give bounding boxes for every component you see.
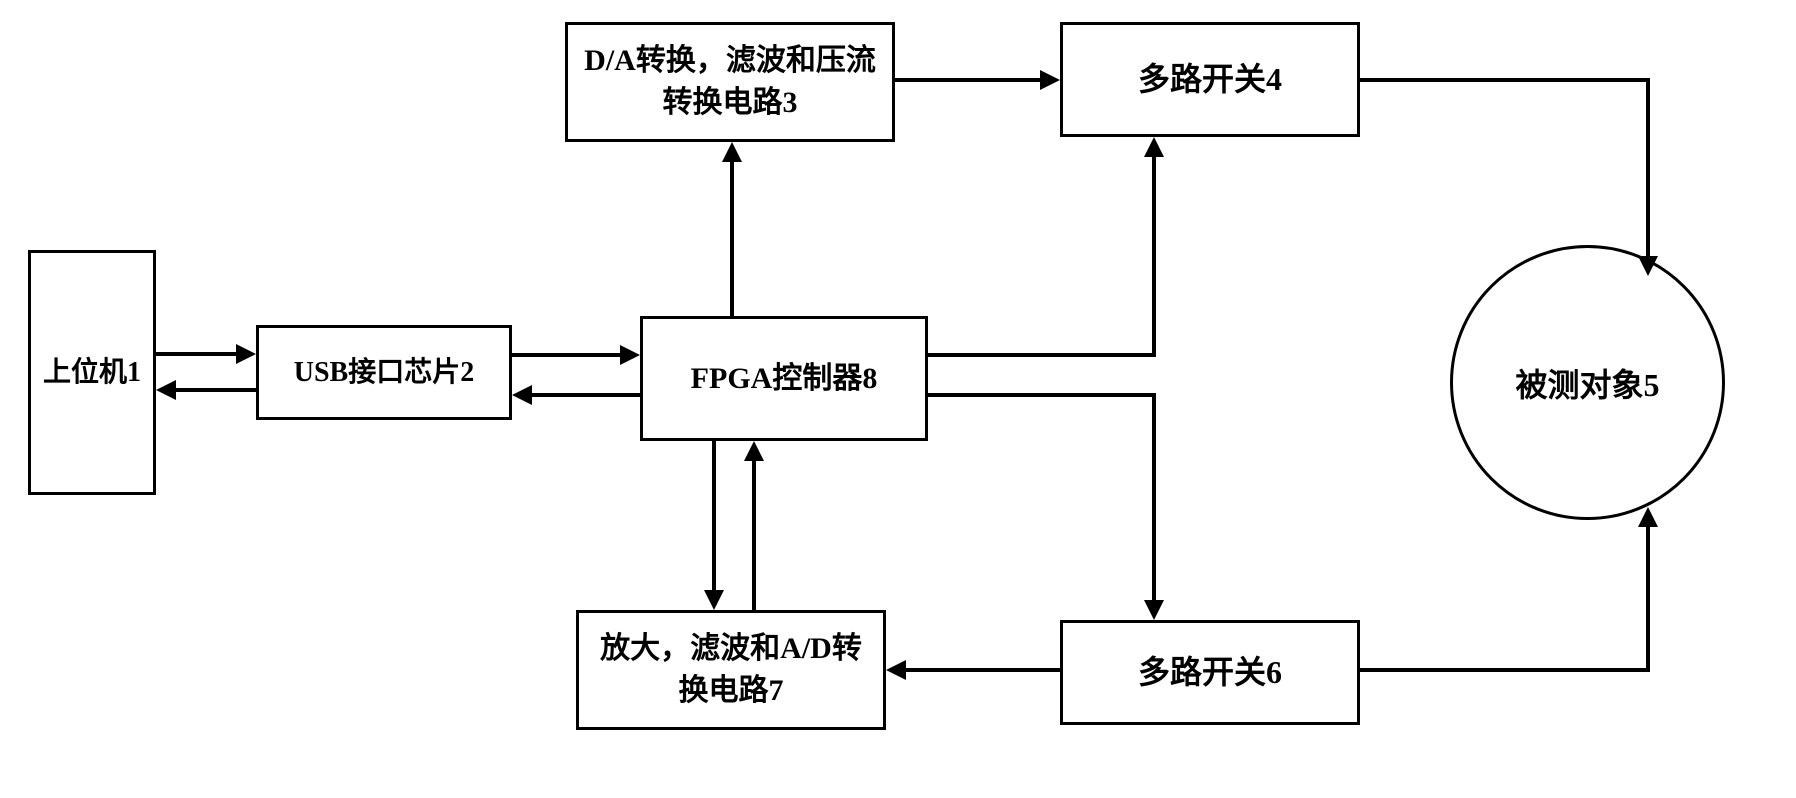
- edge-host-usb-bot-head: [156, 380, 176, 400]
- edge-fpga-mux4-v: [1152, 157, 1156, 357]
- node-mux6-label: 多路开关6: [1138, 650, 1282, 695]
- edge-host-usb-bot: [174, 388, 256, 392]
- node-mux6: 多路开关6: [1060, 620, 1360, 725]
- edge-usb-fpga-bot-head: [512, 385, 532, 405]
- edge-mux6-dut-h: [1360, 668, 1650, 672]
- edge-fpga-amp-right: [752, 459, 756, 610]
- node-da-label: D/A转换，滤波和压流转换电路3: [576, 40, 884, 124]
- node-amp-label: 放大，滤波和A/D转换电路7: [587, 628, 875, 712]
- edge-host-usb-top: [156, 352, 238, 356]
- node-mux4: 多路开关4: [1060, 22, 1360, 137]
- node-dut: 被测对象5: [1450, 245, 1725, 520]
- edge-host-usb-top-head: [236, 344, 256, 364]
- node-amp: 放大，滤波和A/D转换电路7: [576, 610, 886, 730]
- edge-mux4-dut-head: [1638, 256, 1658, 276]
- edge-usb-fpga-top-head: [620, 345, 640, 365]
- edge-fpga-da-head: [722, 142, 742, 162]
- node-usb: USB接口芯片2: [256, 325, 512, 420]
- edge-usb-fpga-bot: [530, 393, 640, 397]
- edge-usb-fpga-top: [512, 353, 622, 357]
- node-mux4-label: 多路开关4: [1138, 57, 1282, 102]
- edge-fpga-mux4-h: [928, 353, 1156, 357]
- edge-fpga-mux4-head: [1144, 137, 1164, 157]
- node-fpga-label: FPGA控制器8: [691, 358, 878, 400]
- edge-mux4-dut-v: [1646, 78, 1650, 258]
- edge-da-mux4: [895, 78, 1042, 82]
- edge-fpga-da: [730, 162, 734, 316]
- node-usb-label: USB接口芯片2: [294, 353, 474, 392]
- edge-fpga-amp-left: [712, 441, 716, 592]
- edge-fpga-mux6-v: [1152, 393, 1156, 602]
- edge-fpga-amp-right-head: [744, 441, 764, 461]
- edge-mux6-dut-v: [1646, 527, 1650, 672]
- edge-mux6-amp-head: [886, 660, 906, 680]
- edge-mux4-dut-h: [1360, 78, 1650, 82]
- node-host: 上位机1: [28, 250, 156, 495]
- node-dut-label: 被测对象5: [1515, 360, 1659, 406]
- edge-da-mux4-head: [1040, 70, 1060, 90]
- node-fpga: FPGA控制器8: [640, 316, 928, 441]
- node-host-label: 上位机1: [43, 353, 141, 392]
- edge-fpga-mux6-h: [928, 393, 1156, 397]
- edge-mux6-dut-head: [1638, 507, 1658, 527]
- node-da: D/A转换，滤波和压流转换电路3: [565, 22, 895, 142]
- edge-mux6-amp: [904, 668, 1060, 672]
- edge-fpga-mux6-head: [1144, 600, 1164, 620]
- edge-fpga-amp-left-head: [704, 590, 724, 610]
